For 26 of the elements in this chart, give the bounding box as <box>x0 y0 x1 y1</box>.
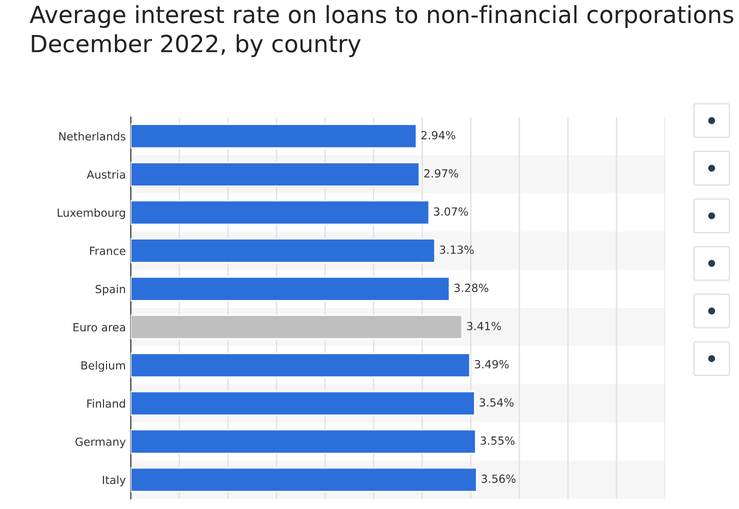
bar <box>130 429 476 454</box>
bar <box>130 200 430 226</box>
y-tick-label: Italy <box>102 476 126 486</box>
y-tick-label: France <box>90 246 126 256</box>
bar <box>130 352 471 378</box>
data-label: 3.56% <box>482 474 516 483</box>
data-label: 2.97% <box>424 169 458 178</box>
y-tick-label: Euro area <box>74 323 125 332</box>
data-label: 3.49% <box>474 360 509 368</box>
y-tick-label: Netherlands <box>59 132 126 141</box>
data-label: 3.55% <box>480 436 515 445</box>
data-label: 3.54% <box>480 398 514 407</box>
data-label: 3.07% <box>434 207 468 216</box>
y-tick-label: Germany <box>75 438 126 448</box>
data-label: 2.94% <box>421 130 456 140</box>
y-tick-label: Luxembourg <box>58 208 125 220</box>
y-tick-label: Austria <box>86 170 125 179</box>
bar <box>130 124 418 149</box>
y-tick-label: Belgium <box>81 360 125 372</box>
y-tick-label: Spain <box>96 284 125 296</box>
data-label: 3.13% <box>440 246 474 254</box>
chart-title: Average interest rate on loans to non-financial corporations December 2022, by country <box>30 5 734 58</box>
y-tick-label: Finland <box>87 399 125 408</box>
data-label: 3.41% <box>467 322 501 330</box>
bar <box>130 276 450 302</box>
data-label: 3.28% <box>454 284 488 292</box>
